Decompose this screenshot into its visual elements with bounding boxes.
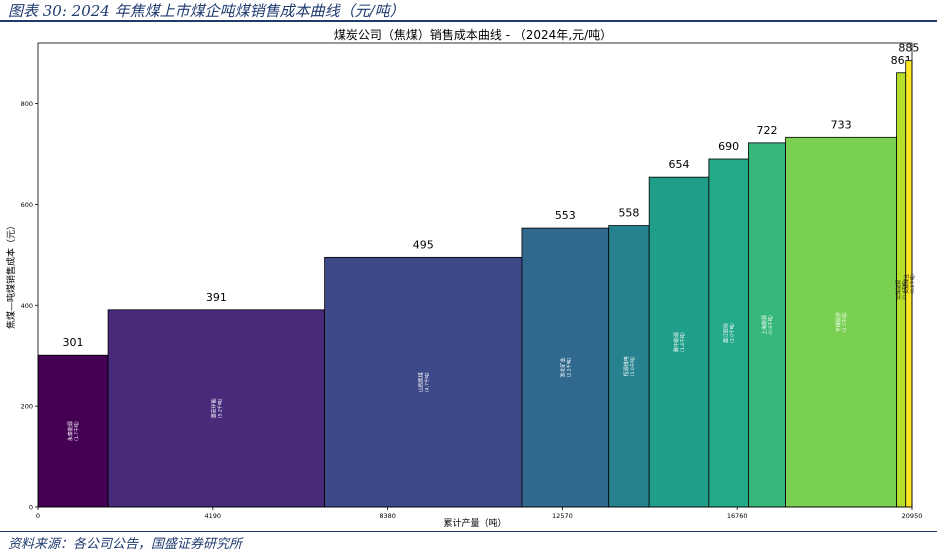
- bar-company-label-group: 潞安环能 （5.2千吨）: [210, 396, 223, 421]
- y-tick-label: 400: [21, 302, 33, 310]
- cost-bar: [521, 227, 610, 508]
- plot-frame: [37, 42, 913, 508]
- bars-layer: 301 永泰能源 （1.7千吨） 391 潞安环能 （5.2千吨） 495 山西焦煤 （4.7千…: [37, 42, 919, 508]
- bar-value-label: 301: [63, 336, 84, 349]
- cost-bar: [324, 256, 523, 508]
- source-note: 资料来源：各公司公告，国盛证券研究所: [8, 537, 243, 552]
- x-tick-label: 12570: [552, 512, 573, 520]
- bar-company-volume: （4.7千吨）: [423, 370, 430, 395]
- y-tick-label: 800: [21, 100, 33, 108]
- bar-company-label-group: 盘江股份 （1.0千吨）: [723, 320, 736, 345]
- cost-bar: [708, 158, 749, 508]
- bar-company-name: 盘江股份: [723, 323, 730, 343]
- bar-company-name: 安源煤业: [903, 274, 910, 294]
- y-tick-label: 0: [29, 504, 33, 512]
- bar-company-name: 恒源煤电: [623, 356, 630, 376]
- x-tick-label: 8380: [379, 512, 396, 520]
- bar-value-label: 885: [898, 42, 919, 55]
- bar-company-name: 山西焦煤: [417, 372, 424, 392]
- chart-title: 煤炭公司（焦煤）销售成本曲线 - （2024年,元/吨）: [334, 27, 612, 42]
- figure-title: 图表 30: 2024 年焦煤上市煤企吨煤销售成本曲线（元/吨）: [8, 2, 405, 20]
- bar-value-label: 391: [206, 291, 227, 304]
- bar-company-volume: （0.9千吨）: [767, 312, 774, 337]
- bar-value-label: 722: [757, 124, 778, 137]
- bar-company-label-group: 安源煤业 （0.1千吨）: [903, 271, 916, 296]
- x-tick-label: 0: [36, 512, 40, 520]
- bar-value-label: 733: [831, 118, 852, 131]
- cost-bar: [785, 136, 897, 508]
- bar-company-label-group: 山西焦煤 （4.7千吨）: [417, 370, 430, 395]
- bar-company-name: 云煤能源: [895, 280, 902, 300]
- bar-company-label-group: 冀中能源 （1.4千吨）: [673, 330, 686, 355]
- bar-company-name: 淮北矿业: [559, 358, 566, 378]
- bar-company-volume: （1.7千吨）: [73, 419, 80, 444]
- axis-layer: 0 4190 8380 12570 16760 20950 0 200 400 600 800: [21, 100, 923, 520]
- bar-company-name: 平煤股份: [835, 312, 842, 332]
- bar-company-volume: （1.0千吨）: [729, 320, 736, 345]
- bar-value-label: 553: [555, 209, 576, 222]
- cost-curve-chart: 煤炭公司（焦煤）销售成本曲线 - （2024年,元/吨） 301 永泰能源 （1.7…: [5, 27, 923, 529]
- bar-company-label-group: 云煤能源（0.4千吨）: [895, 277, 908, 302]
- bar-company-volume: （1.0千吨）: [629, 354, 636, 379]
- top-rule: [0, 20, 937, 22]
- bar-value-label: 558: [618, 207, 639, 220]
- bar-company-volume: （2.7千吨）: [841, 310, 848, 335]
- bar-company-label-group: 淮北矿业 （2.1千吨）: [559, 355, 572, 380]
- bar-company-name: 冀中能源: [673, 332, 680, 352]
- bar-company-volume: （5.2千吨）: [216, 396, 223, 421]
- cost-bar: [648, 176, 710, 508]
- cost-bar: [107, 309, 326, 508]
- x-axis-label: 累计产量（吨）: [443, 517, 506, 529]
- bar-value-label: 690: [718, 140, 739, 153]
- x-tick-label: 16760: [727, 512, 748, 520]
- bar-company-volume: （2.1千吨）: [565, 355, 572, 380]
- bar-company-label-group: 上海能源 （0.9千吨）: [761, 312, 774, 337]
- bar-company-label-group: 平煤股份 （2.7千吨）: [835, 310, 848, 335]
- bar-company-name: 潞安环能: [210, 398, 217, 418]
- y-tick-label: 200: [21, 403, 33, 411]
- bar-company-label-group: 恒源煤电 （1.0千吨）: [623, 354, 636, 379]
- bar-company-name: 永泰能源: [67, 421, 74, 441]
- bottom-rule: [0, 531, 937, 532]
- x-tick-label: 20950: [902, 512, 923, 520]
- bar-value-label: 495: [413, 238, 434, 251]
- y-tick-label: 600: [21, 201, 33, 209]
- bar-company-label-group: 永泰能源 （1.7千吨）: [67, 419, 80, 444]
- bar-company-volume: （1.4千吨）: [679, 330, 686, 355]
- bar-company-name: 上海能源: [761, 315, 768, 335]
- bar-value-label: 654: [669, 158, 690, 171]
- x-tick-label: 4190: [205, 512, 222, 520]
- bar-company-volume: （0.4千吨）: [901, 277, 908, 302]
- y-axis-label: 焦煤—吨煤销售成本（元）: [5, 221, 17, 329]
